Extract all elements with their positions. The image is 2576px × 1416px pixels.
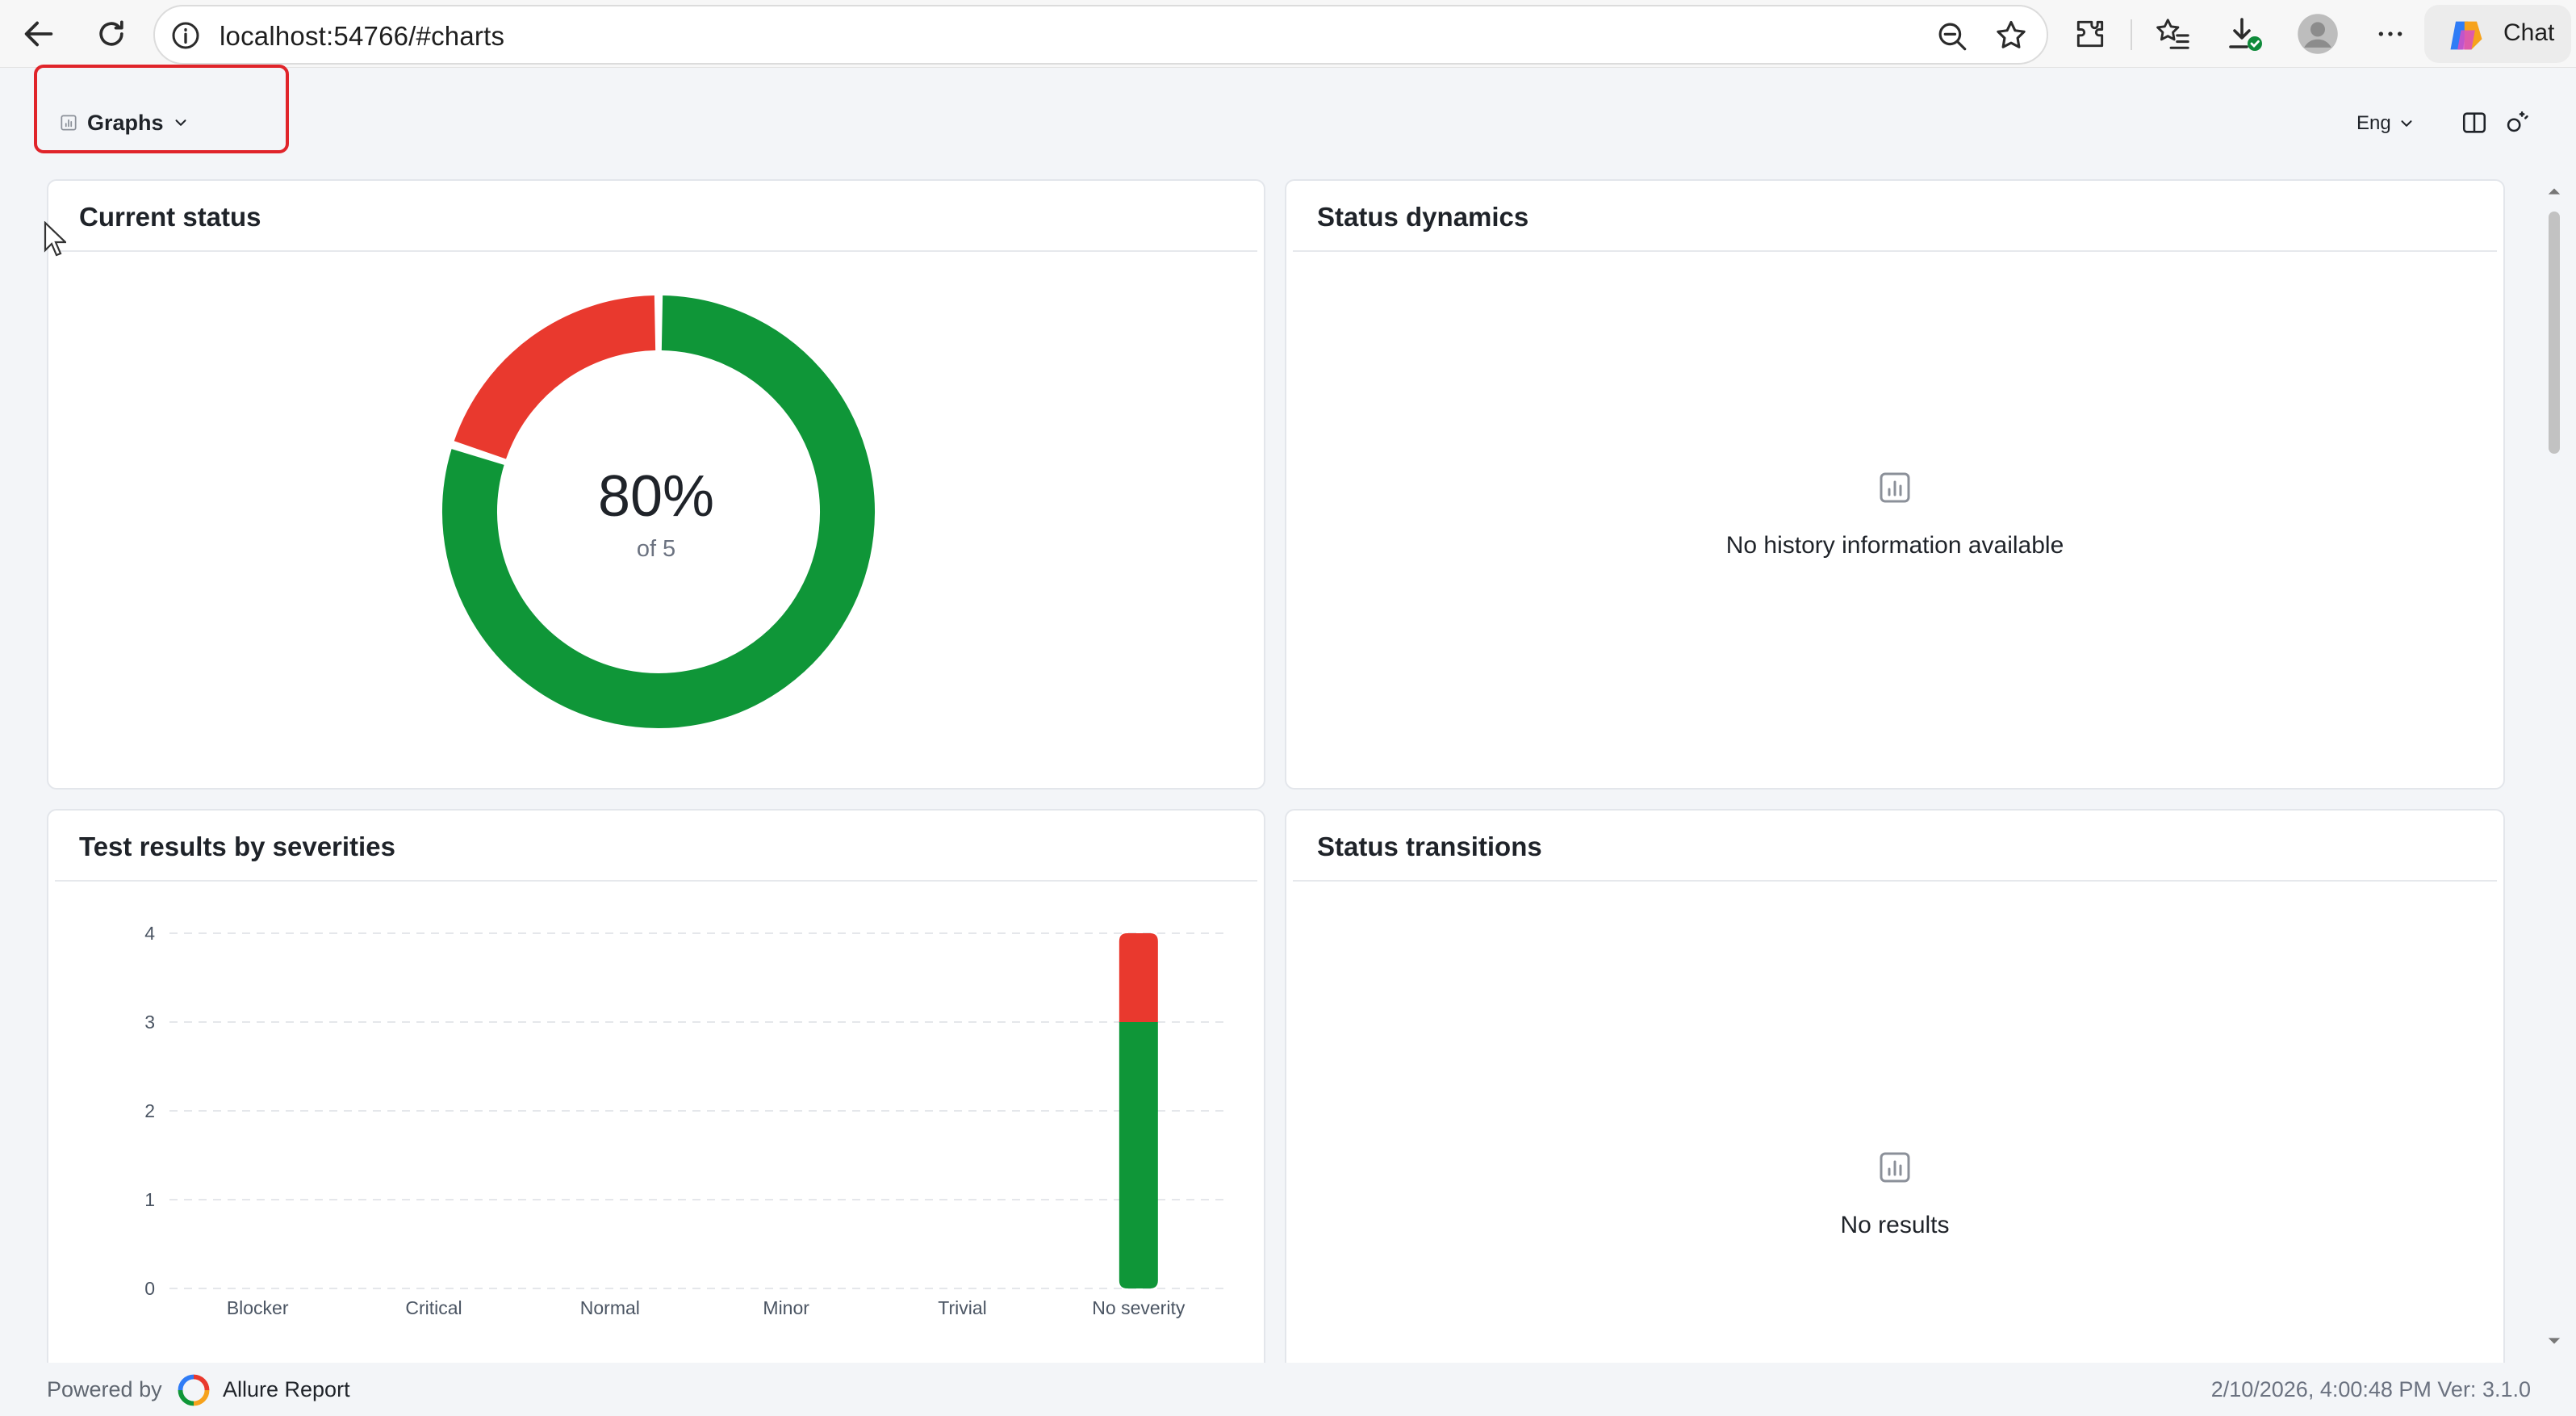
card-divider [1293, 250, 2497, 252]
card-divider [55, 250, 1257, 252]
browser-toolbar: localhost:54766/#charts Chat [0, 0, 2576, 68]
donut-slice-passed[interactable] [442, 295, 875, 728]
chat-label: Chat [2503, 19, 2555, 46]
copilot-logo-icon [2450, 21, 2482, 50]
reload-icon [99, 20, 123, 46]
donut-total-label: of 5 [636, 536, 676, 562]
card-divider [1293, 880, 2497, 882]
current-status-title: Current status [79, 202, 261, 232]
y-tick-label: 2 [144, 1100, 155, 1121]
footer: Powered by Allure Report 2/10/2026, 4:00… [0, 1363, 2576, 1416]
x-tick-label: Normal [580, 1297, 640, 1318]
theme-sun-icon [2507, 111, 2528, 132]
chart-small-icon [61, 115, 77, 131]
graphs-dropdown[interactable]: Graphs [47, 98, 249, 147]
card-divider [55, 880, 1257, 882]
y-tick-label: 4 [144, 923, 155, 944]
x-tick-label: No severity [1092, 1297, 1186, 1318]
scroll-up-arrow-icon[interactable] [2547, 184, 2561, 199]
layout-toggle-button[interactable] [2453, 102, 2495, 144]
zoom-out-icon[interactable] [1935, 19, 1969, 53]
status-donut-chart [442, 295, 875, 728]
avatar-icon [2298, 14, 2338, 54]
severities-title: Test results by severities [79, 832, 395, 861]
x-tick-label: Critical [405, 1297, 462, 1318]
build-info: 2/10/2026, 4:00:48 PM Ver: 3.1.0 [2210, 1377, 2531, 1401]
chevron-down-icon [175, 119, 186, 126]
no-results-text: No results [1840, 1212, 1950, 1238]
page-scrollbar[interactable] [2542, 179, 2565, 1363]
empty-chart-icon [1880, 472, 1910, 503]
no-history-text: No history information available [1725, 532, 2064, 559]
reload-button[interactable] [89, 11, 134, 57]
allure-report-label: Allure Report [223, 1377, 350, 1401]
x-tick-label: Blocker [227, 1297, 289, 1318]
scroll-down-arrow-icon[interactable] [2547, 1334, 2561, 1348]
favorites-list-icon [2156, 19, 2189, 49]
y-tick-label: 3 [144, 1012, 155, 1033]
back-button[interactable] [16, 11, 61, 57]
y-tick-label: 1 [144, 1189, 155, 1210]
chevron-down-icon [2401, 120, 2412, 127]
current-status-card: Current status 80% of 5 [47, 179, 1265, 790]
chat-button[interactable]: Chat [2424, 5, 2571, 63]
download-icon [2229, 18, 2262, 51]
puzzle-icon [2076, 20, 2104, 48]
donut-slice-failed[interactable] [454, 295, 656, 460]
x-tick-label: Minor [763, 1297, 809, 1318]
report-app: Graphs Eng Current status 80% of 5 Statu… [0, 68, 2576, 1416]
graphs-label: Graphs [87, 110, 164, 135]
scroll-thumb[interactable] [2549, 212, 2560, 454]
favorites-button[interactable] [2150, 11, 2195, 57]
severities-bar-chart: 0 1 2 3 4 Blocker Critical Normal Minor Trivial No… [144, 923, 1227, 1318]
bar-segment[interactable] [1119, 933, 1158, 1022]
status-transitions-card: Status transitions No results [1285, 809, 2505, 1390]
more-menu-button[interactable] [2368, 11, 2413, 57]
language-label: Eng [2356, 112, 2391, 134]
powered-by-label: Powered by [47, 1377, 162, 1401]
status-dynamics-title: Status dynamics [1317, 202, 1529, 232]
x-tick-label: Trivial [938, 1297, 986, 1318]
more-dots-icon [2378, 31, 2402, 36]
theme-toggle-button[interactable] [2495, 102, 2537, 144]
empty-chart-icon [1880, 1152, 1910, 1183]
status-transitions-title: Status transitions [1317, 832, 1542, 861]
allure-logo-icon [178, 1374, 210, 1406]
back-arrow-icon [24, 21, 53, 47]
status-dynamics-card: Status dynamics No history information a… [1285, 179, 2505, 790]
profile-button[interactable] [2295, 11, 2340, 57]
url-text: localhost:54766/#charts [220, 21, 505, 51]
bar-segment[interactable] [1119, 1022, 1158, 1288]
site-info-icon [172, 22, 199, 49]
address-bar[interactable]: localhost:54766/#charts [153, 5, 2048, 65]
extensions-button[interactable] [2068, 11, 2113, 57]
y-tick-label: 0 [144, 1278, 155, 1299]
split-layout-icon [2462, 112, 2486, 133]
downloads-button[interactable] [2223, 11, 2268, 57]
highlight-box [34, 65, 289, 153]
empty-state: No results [1286, 1148, 2503, 1239]
donut-percent-label: 80% [597, 464, 715, 529]
language-dropdown[interactable]: Eng [2356, 103, 2415, 144]
mouse-cursor-icon [44, 221, 66, 257]
favorite-star-icon[interactable] [1993, 18, 2029, 53]
toolbar-divider [2131, 19, 2132, 50]
empty-state: No history information available [1286, 468, 2503, 559]
severities-card: Test results by severities 0 1 2 3 4 Blocker C… [47, 809, 1265, 1390]
